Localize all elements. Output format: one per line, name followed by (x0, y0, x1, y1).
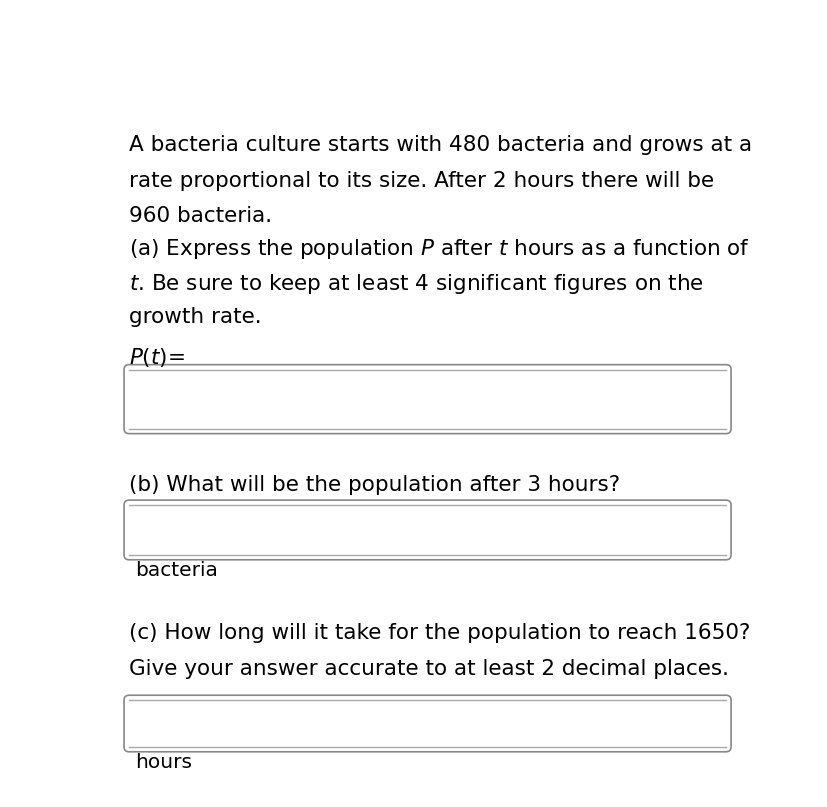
Text: growth rate.: growth rate. (129, 307, 261, 328)
Text: 960 bacteria.: 960 bacteria. (129, 207, 272, 226)
FancyBboxPatch shape (124, 696, 730, 752)
Text: rate proportional to its size. After 2 hours there will be: rate proportional to its size. After 2 h… (129, 171, 714, 190)
Text: (a) Express the population $P$ after $t$ hours as a function of: (a) Express the population $P$ after $t$… (129, 236, 749, 261)
FancyBboxPatch shape (124, 500, 730, 560)
Text: $t$. Be sure to keep at least 4 significant figures on the: $t$. Be sure to keep at least 4 signific… (129, 272, 703, 296)
Text: $P(t)$=: $P(t)$= (129, 346, 185, 369)
Text: Give your answer accurate to at least 2 decimal places.: Give your answer accurate to at least 2 … (129, 659, 729, 679)
Text: A bacteria culture starts with 480 bacteria and grows at a: A bacteria culture starts with 480 bacte… (129, 136, 752, 156)
Text: (c) How long will it take for the population to reach 1650?: (c) How long will it take for the popula… (129, 623, 749, 643)
Text: hours: hours (136, 753, 193, 772)
Text: (b) What will be the population after 3 hours?: (b) What will be the population after 3 … (129, 475, 619, 495)
FancyBboxPatch shape (124, 365, 730, 433)
Text: bacteria: bacteria (136, 561, 218, 580)
